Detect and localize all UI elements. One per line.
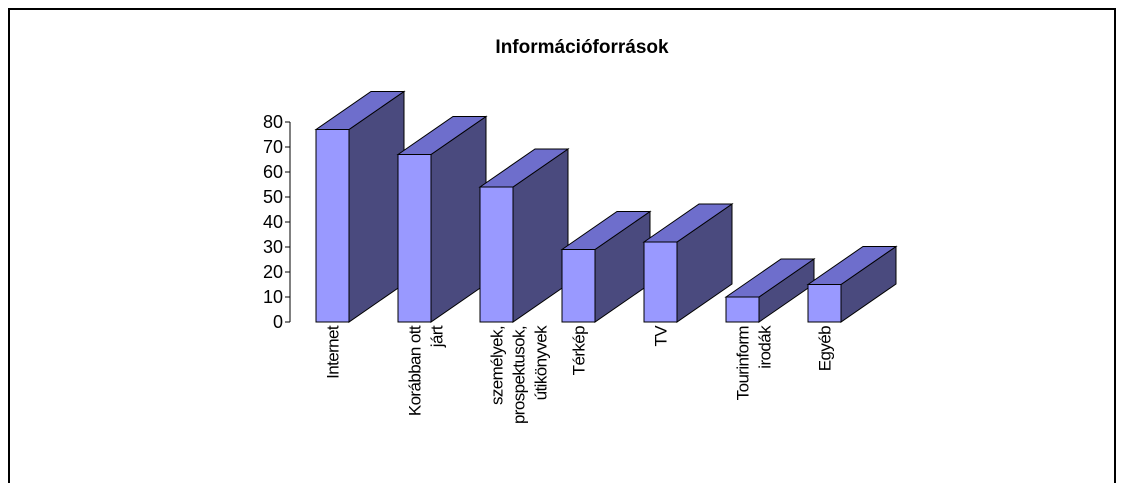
category-label: Térkép xyxy=(570,326,589,375)
bar-front xyxy=(397,154,432,323)
bar-front xyxy=(807,284,842,323)
chart-title: Információforrások xyxy=(495,37,669,58)
category-label: Egyéb xyxy=(816,326,835,371)
y-tick-label: 70 xyxy=(263,137,283,157)
bar-front xyxy=(561,249,596,323)
category-labels: Internet Korábban ott járt személyek, prospe… xyxy=(324,325,835,424)
y-tick-label: 60 xyxy=(263,162,283,182)
bar-front xyxy=(479,186,514,323)
category-label: járt xyxy=(428,325,447,348)
bar xyxy=(642,203,734,323)
category-label: prospektusok, xyxy=(510,326,529,424)
bar-front xyxy=(315,129,350,323)
y-tick-label: 20 xyxy=(263,262,283,282)
y-tick-label: 50 xyxy=(263,187,283,207)
category-label: útikönyvek xyxy=(532,325,551,400)
bars xyxy=(314,90,898,323)
bar-side xyxy=(348,90,405,323)
y-tick-label: 80 xyxy=(263,112,283,132)
category-label: TV xyxy=(652,325,671,347)
category-label: irodák xyxy=(756,325,775,369)
category-label: Tourinform xyxy=(734,326,753,401)
bar xyxy=(478,148,570,323)
y-axis: 0 10 20 30 40 50 60 70 80 xyxy=(263,112,291,332)
bar xyxy=(806,245,898,323)
y-tick-label: 30 xyxy=(263,237,283,257)
bar xyxy=(560,210,652,323)
bar xyxy=(724,258,816,323)
bar-front xyxy=(725,296,760,323)
y-tick-label: 10 xyxy=(263,287,283,307)
chart-frame xyxy=(8,8,1116,483)
bar-front xyxy=(643,241,678,323)
category-label: Internet xyxy=(324,325,343,379)
bar xyxy=(314,90,406,323)
category-label: Korábban ott xyxy=(406,325,425,416)
y-tick-label: 0 xyxy=(273,312,283,332)
y-tick-label: 40 xyxy=(263,212,283,232)
bar xyxy=(396,115,488,323)
category-label: személyek, xyxy=(488,326,507,405)
